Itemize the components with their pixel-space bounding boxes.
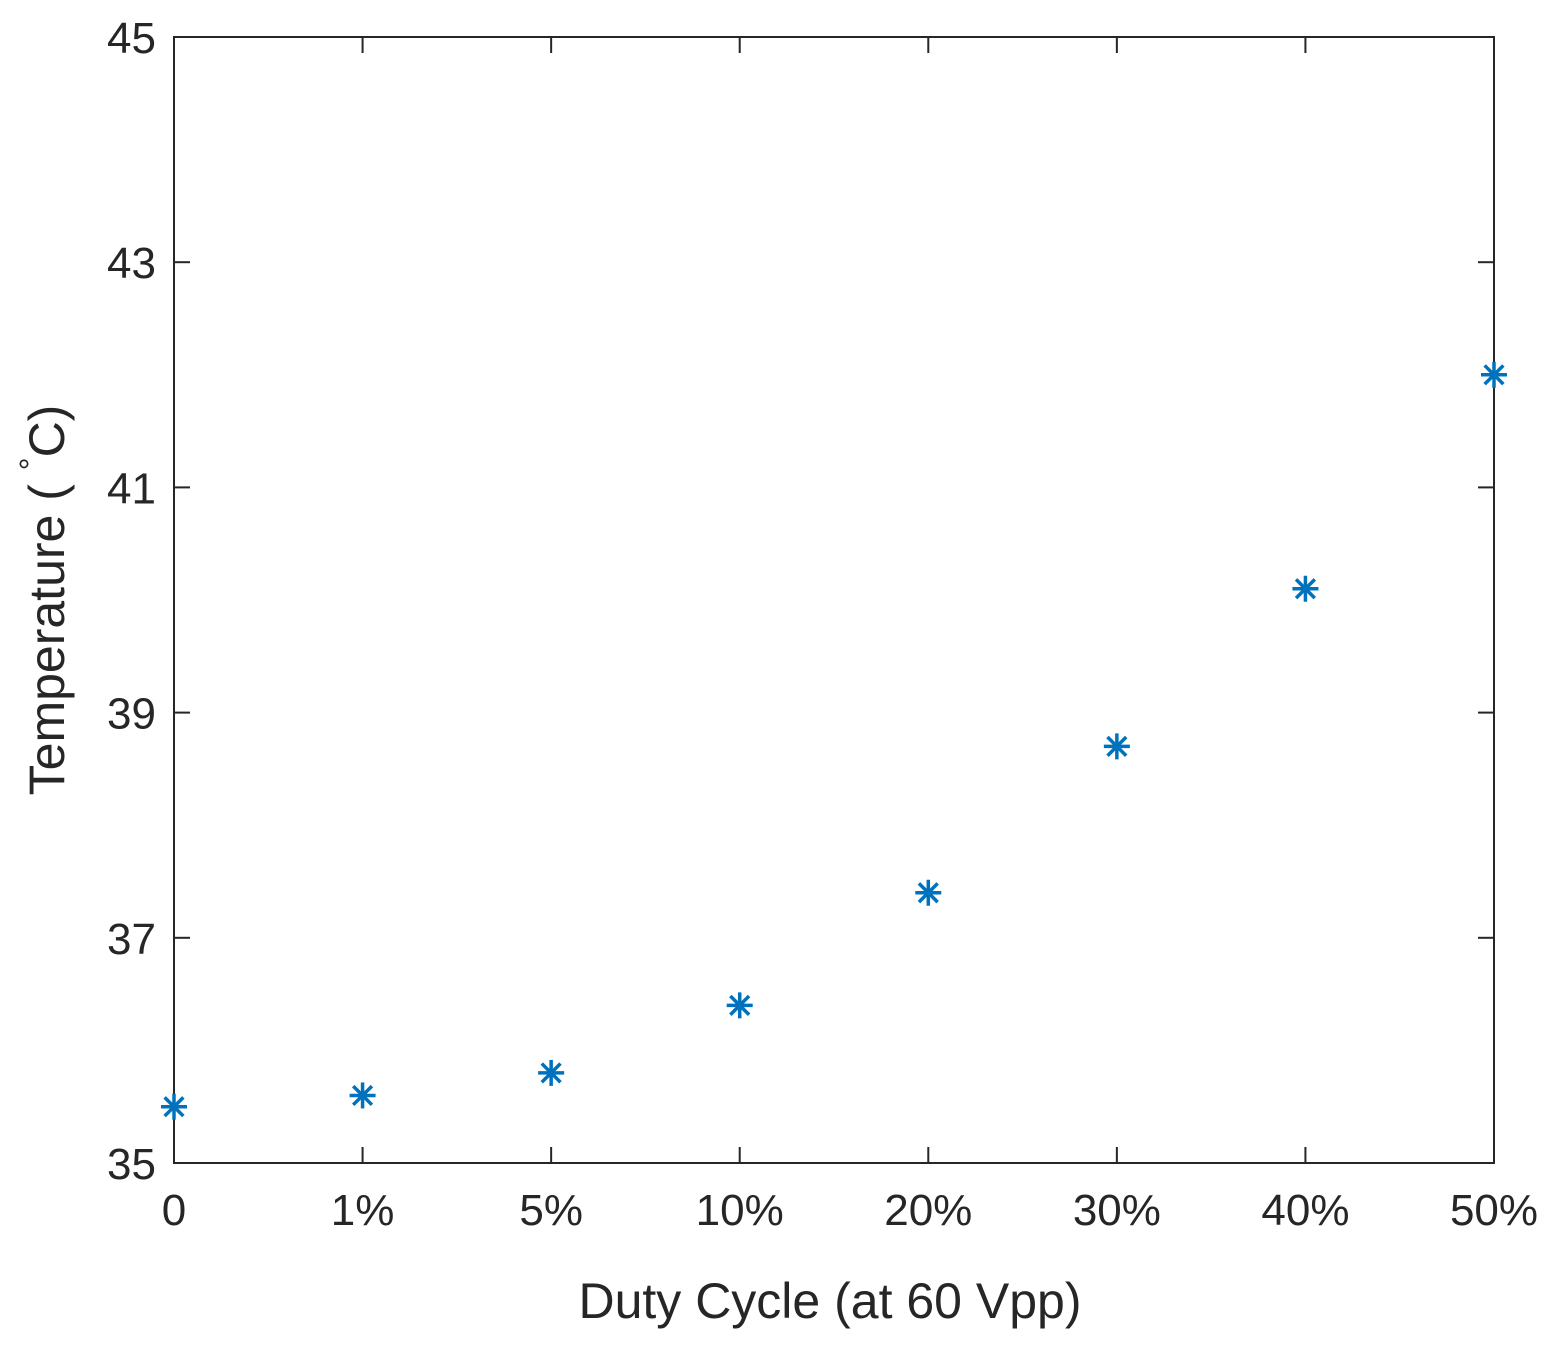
- y-tick-label: 37: [107, 915, 156, 964]
- plot-area: [174, 37, 1494, 1163]
- y-tick-label: 35: [107, 1140, 156, 1189]
- x-tick-label: 5%: [519, 1186, 583, 1235]
- y-tick-label: 43: [107, 239, 156, 288]
- x-ticks: 0 1% 5% 10% 20% 30% 40% 50%: [162, 37, 1538, 1235]
- x-tick-label: 20%: [884, 1186, 972, 1235]
- y-axis-label-text: Temperature (: [19, 470, 75, 795]
- data-point-10pct: [726, 992, 753, 1019]
- y-axis-degree-symbol: °: [13, 457, 49, 470]
- y-tick-label: 39: [107, 690, 156, 739]
- y-axis-label-unit: C): [19, 405, 75, 458]
- data-point-5pct: [538, 1059, 565, 1086]
- y-axis-label: Temperature ( °C): [13, 405, 75, 796]
- x-tick-label: 0: [162, 1186, 186, 1235]
- y-tick-label: 41: [107, 464, 156, 513]
- data-point-50pct: [1481, 361, 1507, 388]
- data-point-30pct: [1103, 733, 1130, 760]
- x-axis-label: Duty Cycle (at 60 Vpp): [579, 1273, 1082, 1329]
- x-tick-label: 50%: [1450, 1186, 1538, 1235]
- y-ticks: 35 37 39 41 43 45: [107, 14, 1494, 1189]
- x-tick-label: 1%: [331, 1186, 395, 1235]
- data-point-40pct: [1292, 575, 1319, 602]
- data-point-20pct: [915, 879, 942, 906]
- x-tick-label: 40%: [1261, 1186, 1349, 1235]
- y-tick-label: 45: [107, 14, 156, 63]
- data-markers: [161, 361, 1507, 1120]
- axes-box: [173, 36, 1495, 1164]
- data-point-0: [161, 1093, 187, 1120]
- x-tick-label: 30%: [1073, 1186, 1161, 1235]
- data-point-1pct: [349, 1082, 376, 1109]
- x-tick-label: 10%: [696, 1186, 784, 1235]
